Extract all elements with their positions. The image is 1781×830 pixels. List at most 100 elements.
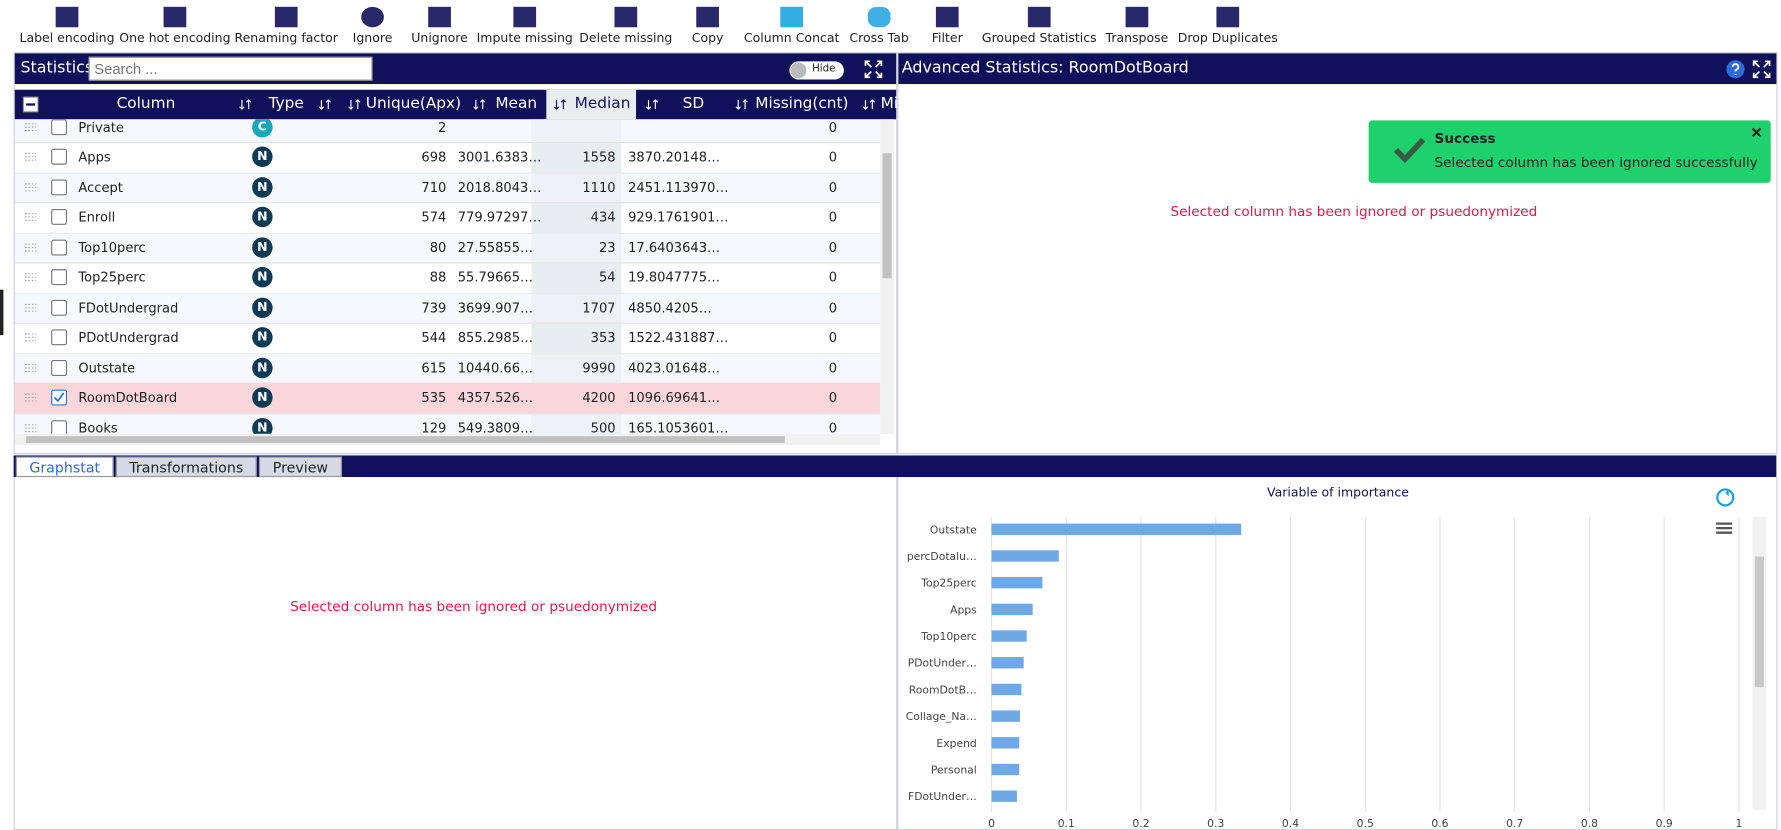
select-all[interactable] bbox=[22, 96, 39, 113]
toolbar-button[interactable]: Grouped Statistics bbox=[971, 0, 1107, 50]
drag-handle[interactable] bbox=[24, 122, 37, 131]
table-row[interactable]: RoomDotBoard N 535 4357.526… 4200 1096.69641…… bbox=[14, 382, 881, 414]
chart-title: Variable of importance bbox=[1267, 484, 1409, 499]
toolbar-button[interactable]: One hot encoding bbox=[107, 0, 243, 50]
drag-handle[interactable] bbox=[24, 273, 37, 282]
toolbar-button[interactable]: Delete missing bbox=[558, 0, 694, 50]
search[interactable] bbox=[88, 56, 373, 81]
table-row[interactable]: Private C 2 0 bbox=[14, 119, 881, 144]
toolbar-button[interactable]: Unignore bbox=[371, 0, 507, 50]
y-tick-label: Top10perc bbox=[920, 630, 977, 643]
table-row[interactable]: Outstate N 615 10440.66… 9990 4023.01648… 0 bbox=[14, 352, 881, 384]
unique-count: 544 bbox=[421, 329, 447, 346]
column-header[interactable]: Mean bbox=[466, 90, 544, 120]
drag-handle[interactable] bbox=[24, 423, 37, 432]
sd: 4023.01648… bbox=[628, 359, 721, 376]
drag-handle[interactable] bbox=[24, 303, 37, 312]
chart-panel: Variable of importance 0 0.1 0.2 0.3 0.4 0.5 0… bbox=[897, 477, 1778, 830]
column-title: SD bbox=[682, 94, 705, 113]
table-row[interactable]: Apps N 698 3001.6383… 1558 3870.20148… 0 bbox=[14, 142, 881, 174]
column-header[interactable]: SD bbox=[638, 90, 725, 120]
row-checkbox[interactable] bbox=[51, 239, 68, 255]
sort-icon[interactable] bbox=[553, 99, 567, 110]
unique-count: 80 bbox=[429, 239, 447, 255]
tab[interactable]: Transformations bbox=[115, 456, 257, 478]
column-header[interactable]: Missing(cnt) bbox=[728, 90, 853, 120]
toggle-label: Hide bbox=[812, 63, 836, 75]
table-row[interactable]: Top10perc N 80 27.55855… 23 17.6403643… 0 bbox=[14, 232, 881, 264]
drag-handle[interactable] bbox=[24, 333, 37, 342]
drag-handle[interactable] bbox=[24, 393, 37, 402]
h-scrollbar[interactable] bbox=[14, 433, 881, 446]
column-header[interactable]: Unique(Apx) bbox=[341, 90, 464, 120]
column-header[interactable]: Mi bbox=[855, 90, 900, 120]
row-checkbox[interactable] bbox=[51, 359, 68, 376]
edge bbox=[0, 289, 4, 336]
drag-handle[interactable] bbox=[24, 152, 37, 161]
help-icon[interactable] bbox=[1725, 59, 1745, 79]
unique-count: 535 bbox=[421, 389, 447, 406]
toolbar-icon bbox=[1216, 6, 1240, 28]
toast-close[interactable] bbox=[1751, 127, 1762, 138]
sort-icon[interactable] bbox=[645, 99, 659, 110]
row-checkbox[interactable] bbox=[51, 299, 68, 316]
toolbar-button[interactable]: Label encoding bbox=[0, 0, 135, 50]
table-row[interactable]: Books N 129 549.3809… 500 165.1053601… 0 bbox=[14, 412, 881, 434]
x-tick-label: 0.1 bbox=[1058, 817, 1075, 829]
toolbar-button[interactable]: Cross Tab bbox=[811, 0, 947, 50]
menu-icon[interactable] bbox=[1716, 522, 1733, 534]
drag-handle[interactable] bbox=[24, 242, 37, 252]
v-scrollbar[interactable] bbox=[880, 119, 894, 434]
table-row[interactable]: Accept N 710 2018.8043… 1110 2451.113970… 0 bbox=[14, 172, 881, 204]
sort-icon[interactable] bbox=[348, 99, 362, 110]
toolbar-button[interactable]: Drop Duplicates bbox=[1160, 0, 1296, 50]
row-checkbox[interactable] bbox=[51, 178, 68, 195]
tab[interactable]: Preview bbox=[258, 456, 342, 478]
table-row[interactable]: PDotUndergrad N 544 855.2985… 353 1522.431887… bbox=[14, 323, 881, 354]
column-header[interactable]: Median bbox=[546, 89, 637, 120]
toggle[interactable]: Hide bbox=[789, 61, 844, 80]
drag-handle[interactable] bbox=[24, 363, 37, 372]
sort-icon[interactable] bbox=[239, 99, 253, 110]
expand-icon[interactable] bbox=[864, 60, 883, 79]
sort-icon[interactable] bbox=[735, 99, 749, 110]
sort-icon[interactable] bbox=[862, 99, 876, 110]
row-checkbox[interactable] bbox=[51, 269, 68, 286]
column-header[interactable]: Type bbox=[261, 90, 338, 120]
refresh-icon[interactable] bbox=[1716, 488, 1735, 507]
type-badge: N bbox=[252, 146, 273, 167]
row-checkbox[interactable] bbox=[51, 119, 68, 135]
toolbar-button[interactable]: Copy bbox=[639, 0, 775, 50]
row-checkbox[interactable] bbox=[51, 208, 68, 225]
toolbar-button[interactable]: Renaming factor bbox=[218, 0, 354, 50]
y-tick-label: Apps bbox=[950, 603, 977, 616]
toolbar-label: Label encoding bbox=[19, 30, 115, 46]
column-title: Mi bbox=[880, 94, 899, 113]
sort-icon[interactable] bbox=[472, 99, 486, 110]
expand-icon[interactable] bbox=[1752, 60, 1771, 79]
row-checkbox[interactable] bbox=[51, 148, 68, 165]
type-badge: C bbox=[252, 119, 273, 137]
toolbar-button[interactable]: Column Concat bbox=[724, 0, 860, 50]
toolbar-button[interactable]: Impute missing bbox=[457, 0, 593, 50]
x-tick-label: 0.7 bbox=[1506, 817, 1523, 829]
table-row[interactable]: Top25perc N 88 55.79665… 54 19.8047775… 0 bbox=[14, 262, 881, 294]
toast-title: Success bbox=[1434, 130, 1496, 147]
toolbar-button[interactable]: Filter bbox=[879, 0, 1015, 50]
drag-handle[interactable] bbox=[24, 182, 37, 191]
tab[interactable]: Graphstat bbox=[15, 456, 114, 478]
mean: 779.97297… bbox=[457, 208, 542, 225]
type-badge: N bbox=[252, 236, 273, 258]
table-row[interactable]: FDotUndergrad N 739 3699.907… 1707 4850.4205…… bbox=[14, 292, 881, 324]
row-checkbox[interactable] bbox=[51, 419, 68, 434]
table-row[interactable]: Enroll N 574 779.97297… 434 929.1761901… 0 bbox=[14, 202, 881, 234]
y-tick-label: Collage_Na… bbox=[906, 710, 977, 723]
toolbar-button[interactable]: Transpose bbox=[1069, 0, 1205, 50]
toolbar-button[interactable]: Ignore bbox=[304, 0, 440, 50]
sort-icon[interactable] bbox=[318, 99, 332, 110]
mean: 10440.66… bbox=[457, 359, 534, 376]
column-header[interactable]: Column bbox=[60, 90, 259, 120]
drag-handle[interactable] bbox=[24, 212, 37, 221]
row-checkbox[interactable] bbox=[51, 329, 68, 346]
